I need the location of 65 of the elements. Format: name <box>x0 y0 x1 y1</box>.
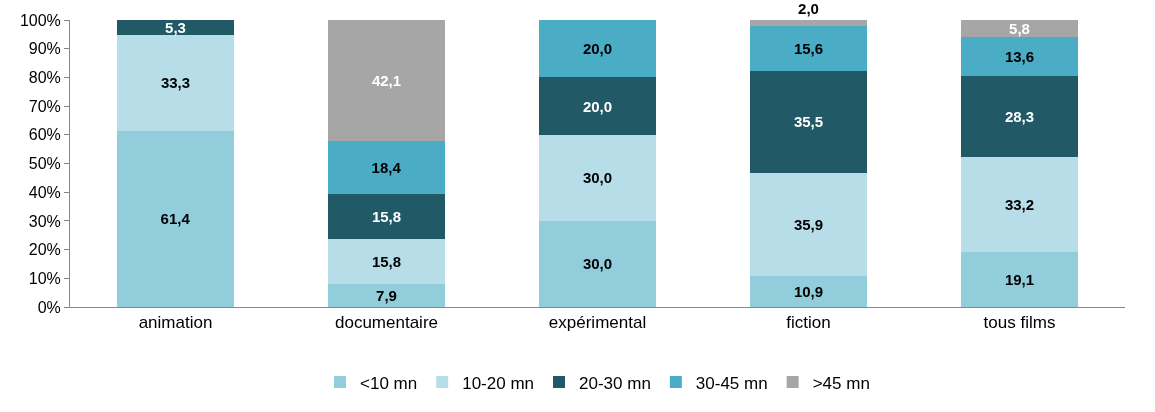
bar <box>539 220 656 307</box>
x-tick-label: animation <box>138 313 213 333</box>
bar <box>961 252 1078 307</box>
data-label: 33,2 <box>1004 196 1035 214</box>
y-tick-label: 30% <box>28 212 61 230</box>
bar <box>750 70 867 173</box>
data-label: 13,6 <box>1004 47 1035 65</box>
data-label: 10,9 <box>793 282 824 300</box>
data-label: 7,9 <box>376 287 397 305</box>
bar <box>328 284 445 307</box>
bar <box>328 20 445 141</box>
bar <box>117 130 234 307</box>
data-label: 2,0 <box>798 0 819 18</box>
bar <box>117 20 234 36</box>
y-tick-label: 100% <box>19 11 61 29</box>
legend-label: >45 mn <box>812 373 870 393</box>
data-label: 15,8 <box>371 253 402 271</box>
legend-label: 30-45 mn <box>695 373 768 393</box>
bar <box>961 36 1078 76</box>
bar <box>961 156 1078 253</box>
bar <box>539 20 656 78</box>
bar <box>117 35 234 131</box>
x-tick-label: expérimental <box>548 313 647 333</box>
bar <box>539 77 656 135</box>
data-label: 33,3 <box>160 74 191 92</box>
y-tick-label: 70% <box>28 97 61 115</box>
y-tick-label: 80% <box>28 69 61 86</box>
y-tick-label: 10% <box>28 269 61 287</box>
legend-label: 20-30 mn <box>579 373 651 393</box>
bar <box>328 193 445 239</box>
bar <box>539 134 656 221</box>
x-tick-label: tous films <box>983 313 1056 333</box>
data-label: 61,4 <box>160 210 191 228</box>
bar <box>328 238 445 285</box>
bar <box>750 275 867 307</box>
data-label: 42,1 <box>371 71 402 89</box>
data-label: 15,8 <box>371 207 402 225</box>
data-label: 28,3 <box>1004 107 1035 125</box>
bar <box>750 26 867 71</box>
x-tick-label: fiction <box>786 313 831 333</box>
bar <box>328 140 445 194</box>
y-tick-label: 60% <box>28 126 61 144</box>
data-label: 19,1 <box>1004 271 1035 289</box>
data-label: 35,9 <box>793 215 824 233</box>
bar <box>961 75 1078 157</box>
data-label: 18,4 <box>371 158 402 176</box>
data-label: 15,6 <box>793 39 824 57</box>
bar <box>750 172 867 276</box>
bar <box>750 20 867 27</box>
data-label: 30,0 <box>582 169 613 187</box>
data-label: 20,0 <box>582 40 613 58</box>
y-tick-label: 40% <box>28 183 61 201</box>
bar <box>961 20 1078 37</box>
data-label: 5,8 <box>1009 19 1030 37</box>
data-label: 5,3 <box>165 19 186 37</box>
y-tick-label: 90% <box>28 40 61 58</box>
y-tick-label: 0% <box>37 298 61 316</box>
y-tick-label: 20% <box>28 241 61 259</box>
legend-label: <10 mn <box>360 373 418 393</box>
data-label: 35,5 <box>793 113 824 131</box>
data-label: 20,0 <box>582 97 613 115</box>
data-label: 30,0 <box>582 255 613 273</box>
legend-label: 10-20 mn <box>462 373 535 393</box>
x-tick-label: documentaire <box>334 313 439 333</box>
y-tick-label: 50% <box>28 155 61 173</box>
